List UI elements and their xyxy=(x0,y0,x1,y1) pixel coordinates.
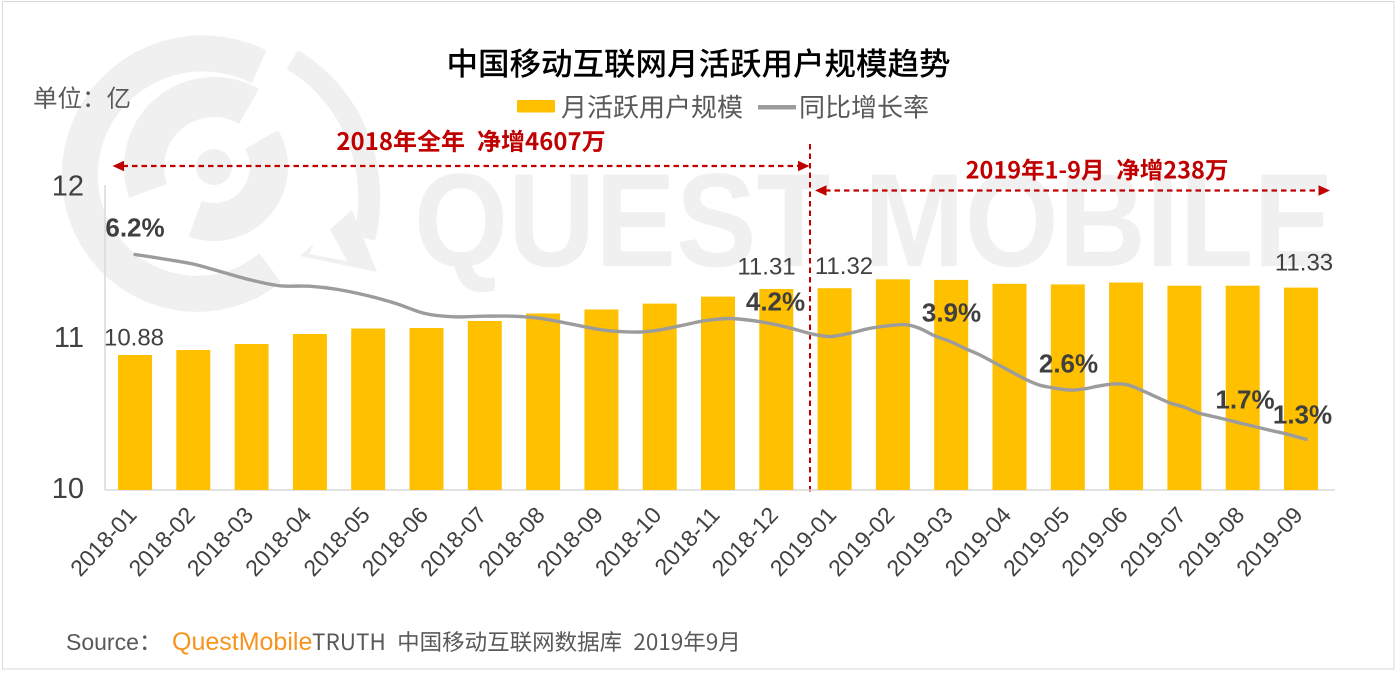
svg-text:11: 11 xyxy=(54,322,84,354)
svg-text:QUEST MOBILE: QUEST MOBILE xyxy=(414,147,1334,295)
svg-text:11.31: 11.31 xyxy=(737,254,795,281)
svg-text:10.88: 10.88 xyxy=(104,325,164,352)
svg-text:QuestMobile: QuestMobile xyxy=(172,628,312,656)
svg-text:2.6%: 2.6% xyxy=(1039,349,1098,379)
svg-text:4.2%: 4.2% xyxy=(746,287,805,317)
svg-text:3.9%: 3.9% xyxy=(922,298,981,328)
svg-text:Source: Source xyxy=(66,629,139,655)
svg-text:1.3%: 1.3% xyxy=(1273,400,1332,430)
svg-text:11.33: 11.33 xyxy=(1275,250,1333,277)
svg-text:12: 12 xyxy=(52,171,84,203)
svg-text:10: 10 xyxy=(52,473,84,505)
svg-text:6.2%: 6.2% xyxy=(105,213,164,243)
svg-text:1.7%: 1.7% xyxy=(1215,385,1274,415)
svg-text:11.32: 11.32 xyxy=(815,253,873,280)
